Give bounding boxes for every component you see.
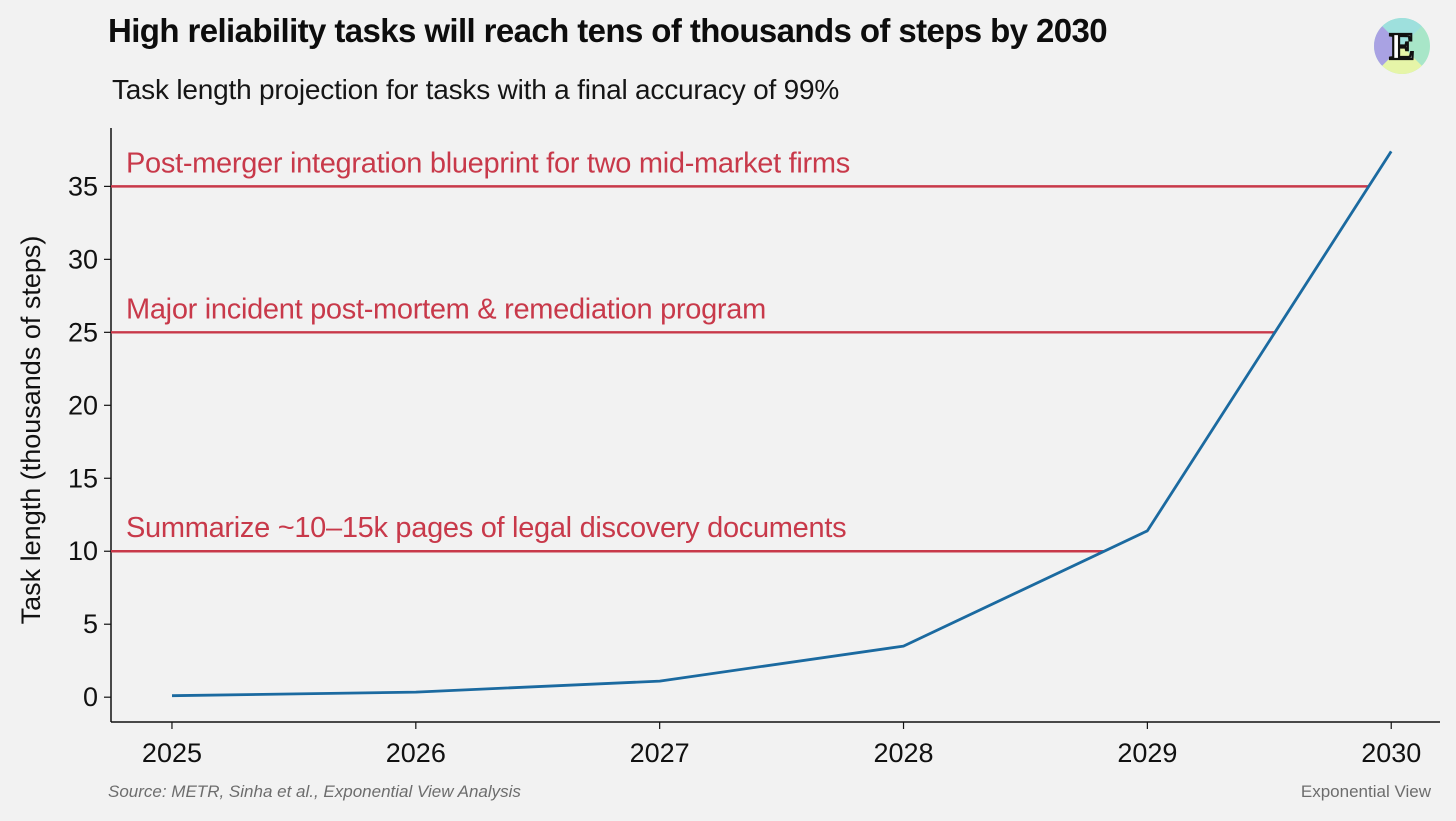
- reference-lines: Post-merger integration blueprint for tw…: [111, 147, 1369, 553]
- y-tick-label: 10: [68, 536, 98, 566]
- series-line-projected-task-length: [171, 150, 1393, 698]
- x-tick-label: 2030: [1361, 738, 1421, 768]
- x-tick-label: 2029: [1117, 738, 1177, 768]
- y-tick-label: 20: [68, 390, 98, 420]
- chart-subtitle: Task length projection for tasks with a …: [112, 74, 840, 105]
- y-tick-label: 15: [68, 463, 98, 493]
- logo-letter: E: [1389, 26, 1414, 68]
- y-axis-label: Task length (thousands of steps): [16, 236, 46, 625]
- x-tick-label: 2025: [142, 738, 202, 768]
- source-note: Source: METR, Sinha et al., Exponential …: [108, 782, 521, 801]
- reference-line-label: Summarize ~10–15k pages of legal discove…: [126, 512, 846, 544]
- y-tick-label: 35: [68, 171, 98, 201]
- chart-title: High reliability tasks will reach tens o…: [108, 12, 1108, 49]
- axes: [110, 128, 1440, 723]
- y-tick-label: 0: [83, 682, 98, 712]
- reference-line-label: Post-merger integration blueprint for tw…: [126, 147, 850, 179]
- x-tick-label: 2027: [630, 738, 690, 768]
- exponential-view-logo-icon: E: [1374, 18, 1430, 74]
- y-tick-label: 30: [68, 244, 98, 274]
- y-tick-label: 5: [83, 609, 98, 639]
- reference-line-label: Major incident post-mortem & remediation…: [126, 293, 766, 325]
- series-group: [171, 150, 1393, 698]
- x-tick-label: 2026: [386, 738, 446, 768]
- x-tick-label: 2028: [873, 738, 933, 768]
- brand-label: Exponential View: [1300, 782, 1431, 801]
- y-tick-label: 25: [68, 317, 98, 347]
